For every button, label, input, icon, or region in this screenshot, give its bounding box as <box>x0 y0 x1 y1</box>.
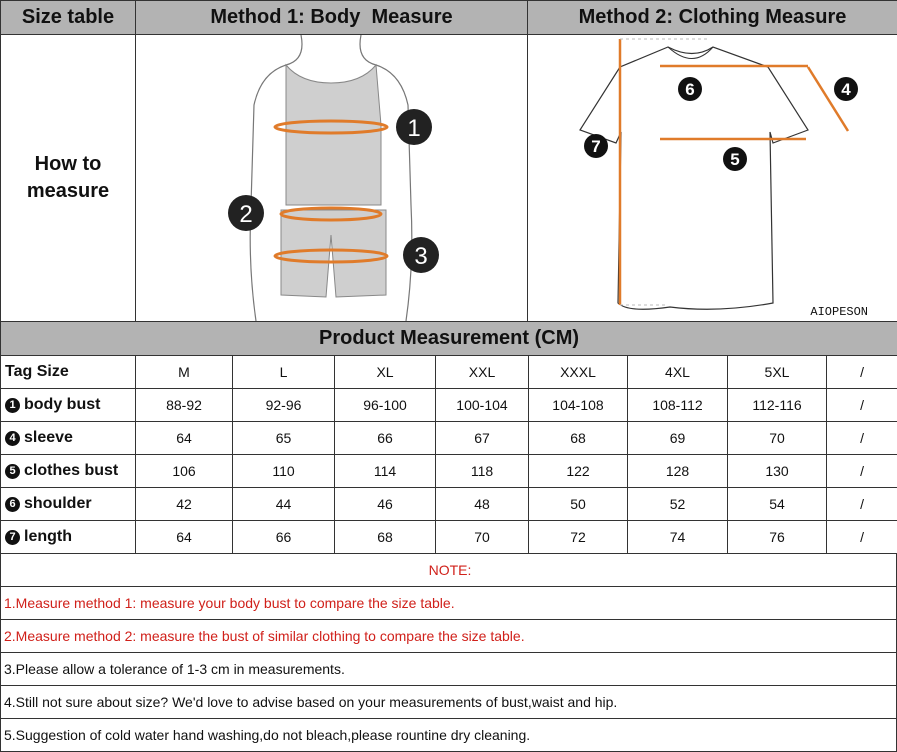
table-cell: 128 <box>628 455 728 488</box>
row-label-text: clothes bust <box>24 462 118 479</box>
table-cell: 88-92 <box>136 389 233 422</box>
table-cell: 114 <box>335 455 436 488</box>
marker-icon: 6 <box>5 497 20 512</box>
table-cell: 100-104 <box>436 389 529 422</box>
marker-icon: 7 <box>5 530 20 545</box>
table-cell: 68 <box>335 521 436 554</box>
marker-2: 2 <box>239 201 252 228</box>
size-header: M <box>136 356 233 389</box>
row-label: 7 length <box>1 521 136 554</box>
note-item: 2.Measure method 2: measure the bust of … <box>1 620 897 653</box>
how-to-measure-label: How to measure <box>1 35 136 322</box>
table-cell: 64 <box>136 521 233 554</box>
clothing-measure-illustration: 6 4 7 5 AIOPESON <box>528 35 897 322</box>
table-header-row: Tag Size M L XL XXL XXXL 4XL 5XL / <box>1 356 897 389</box>
table-cell: / <box>827 389 897 422</box>
table-cell: / <box>827 521 897 554</box>
table-cell: 66 <box>233 521 335 554</box>
note-item: 4.Still not sure about size? We'd love t… <box>1 686 897 719</box>
table-cell: 112-116 <box>728 389 827 422</box>
marker-5: 5 <box>730 150 739 169</box>
table-cell: 48 <box>436 488 529 521</box>
product-measurement-title: Product Measurement (CM) <box>1 322 897 356</box>
marker-7: 7 <box>591 137 600 156</box>
table-cell: 106 <box>136 455 233 488</box>
size-header: L <box>233 356 335 389</box>
table-cell: 44 <box>233 488 335 521</box>
table-cell: 64 <box>136 422 233 455</box>
body-measure-illustration: 1 2 3 <box>136 35 528 322</box>
table-cell: 69 <box>628 422 728 455</box>
note-item: 1.Measure method 1: measure your body bu… <box>1 587 897 620</box>
table-cell: 122 <box>529 455 628 488</box>
size-chart-top: Size table Method 1: Body Measure Method… <box>0 0 897 322</box>
size-header: / <box>827 356 897 389</box>
table-cell: 92-96 <box>233 389 335 422</box>
notes-table: NOTE: 1.Measure method 1: measure your b… <box>0 553 897 752</box>
size-header: 5XL <box>728 356 827 389</box>
marker-6: 6 <box>685 80 694 99</box>
table-cell: 96-100 <box>335 389 436 422</box>
table-cell: 76 <box>728 521 827 554</box>
table-cell: 42 <box>136 488 233 521</box>
row-label: 5 clothes bust <box>1 455 136 488</box>
method1-heading: Method 1: Body Measure <box>136 1 528 35</box>
table-cell: 72 <box>529 521 628 554</box>
marker-icon: 1 <box>5 398 20 413</box>
row-label-text: sleeve <box>24 429 73 446</box>
table-cell: 108-112 <box>628 389 728 422</box>
size-header: XXXL <box>529 356 628 389</box>
row-label: 1 body bust <box>1 389 136 422</box>
tag-size-label: Tag Size <box>1 356 136 389</box>
size-header: 4XL <box>628 356 728 389</box>
table-cell: 46 <box>335 488 436 521</box>
table-cell: 70 <box>436 521 529 554</box>
table-cell: 54 <box>728 488 827 521</box>
table-cell: 110 <box>233 455 335 488</box>
table-cell: / <box>827 488 897 521</box>
marker-3: 3 <box>414 243 427 270</box>
table-cell: / <box>827 455 897 488</box>
marker-icon: 4 <box>5 431 20 446</box>
table-cell: / <box>827 422 897 455</box>
marker-1: 1 <box>407 115 420 142</box>
marker-4: 4 <box>841 80 851 99</box>
table-cell: 52 <box>628 488 728 521</box>
note-item: 5.Suggestion of cold water hand washing,… <box>1 719 897 752</box>
size-header: XXL <box>436 356 529 389</box>
table-cell: 104-108 <box>529 389 628 422</box>
marker-icon: 5 <box>5 464 20 479</box>
method2-heading: Method 2: Clothing Measure <box>528 1 897 35</box>
brand-label: AIOPESON <box>810 305 868 319</box>
row-label: 4 sleeve <box>1 422 136 455</box>
row-label: 6 shoulder <box>1 488 136 521</box>
note-item: 3.Please allow a tolerance of 1-3 cm in … <box>1 653 897 686</box>
table-cell: 65 <box>233 422 335 455</box>
table-cell: 50 <box>529 488 628 521</box>
table-cell: 70 <box>728 422 827 455</box>
table-cell: 74 <box>628 521 728 554</box>
measurement-table: Product Measurement (CM) Tag Size M L XL… <box>0 321 897 554</box>
row-label-text: body bust <box>24 396 100 413</box>
row-label-text: shoulder <box>24 495 92 512</box>
note-title: NOTE: <box>1 554 897 587</box>
table-cell: 67 <box>436 422 529 455</box>
size-header: XL <box>335 356 436 389</box>
size-table-heading: Size table <box>1 1 136 35</box>
table-cell: 66 <box>335 422 436 455</box>
table-cell: 118 <box>436 455 529 488</box>
table-cell: 130 <box>728 455 827 488</box>
table-cell: 68 <box>529 422 628 455</box>
row-label-text: length <box>24 528 72 545</box>
